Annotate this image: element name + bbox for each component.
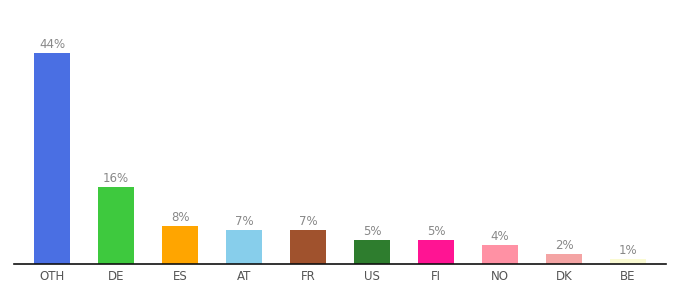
Bar xyxy=(547,254,581,264)
Text: 44%: 44% xyxy=(39,38,65,51)
Text: 7%: 7% xyxy=(299,215,318,229)
Text: 8%: 8% xyxy=(171,211,189,224)
Text: 4%: 4% xyxy=(491,230,509,243)
Bar xyxy=(418,240,454,264)
Bar xyxy=(35,53,69,264)
Text: 2%: 2% xyxy=(555,239,573,253)
Bar xyxy=(290,230,326,264)
Bar xyxy=(99,187,133,264)
Bar xyxy=(482,245,517,264)
Bar xyxy=(226,230,262,264)
Text: 7%: 7% xyxy=(235,215,254,229)
Text: 5%: 5% xyxy=(427,225,445,238)
Bar xyxy=(354,240,390,264)
Bar xyxy=(611,259,645,264)
Bar xyxy=(163,226,198,264)
Text: 16%: 16% xyxy=(103,172,129,185)
Text: 1%: 1% xyxy=(619,244,637,257)
Text: 5%: 5% xyxy=(362,225,381,238)
